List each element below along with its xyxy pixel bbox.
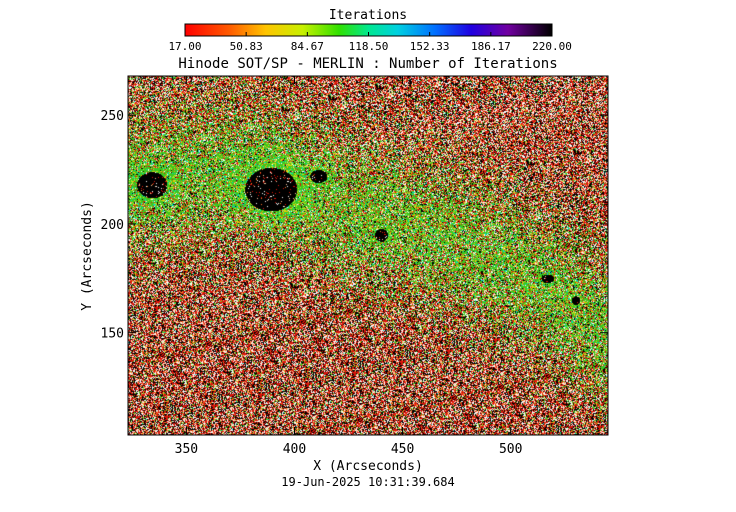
colorbar-tick-label: 17.00 [168,40,201,53]
colorbar-tick-label: 84.67 [291,40,324,53]
y-axis: 150 200 250 [101,109,608,342]
x-tick-label: 400 [283,442,306,457]
x-tick-label: 450 [391,442,414,457]
x-axis-label: X (Arcseconds) [313,459,423,474]
colorbar-tick-label: 152.33 [410,40,450,53]
plot-frame [127,75,609,436]
chart-title: Hinode SOT/SP - MERLIN : Number of Itera… [178,56,557,72]
y-tick-label: 250 [101,109,124,124]
y-tick-label: 150 [101,327,124,342]
colorbar-tick-label: 186.17 [471,40,511,53]
colorbar-tick-label: 50.83 [230,40,263,53]
y-axis-label: Y (Arcseconds) [80,201,95,311]
x-tick-label: 350 [175,442,198,457]
x-axis: 350 400 450 500 [175,76,522,457]
timestamp: 19-Jun-2025 10:31:39.684 [281,475,454,489]
colorbar-tick-label: 118.50 [349,40,389,53]
x-tick-label: 500 [499,442,522,457]
colorbar-ticks: 17.00 50.83 84.67 118.50 152.33 186.17 220.00 [168,32,572,53]
plot-area [127,75,609,436]
colorbar-tick-label: 220.00 [532,40,572,53]
colorbar-label: Iterations [329,8,407,23]
iterations-heatmap [128,76,608,435]
y-tick-label: 200 [101,218,124,233]
